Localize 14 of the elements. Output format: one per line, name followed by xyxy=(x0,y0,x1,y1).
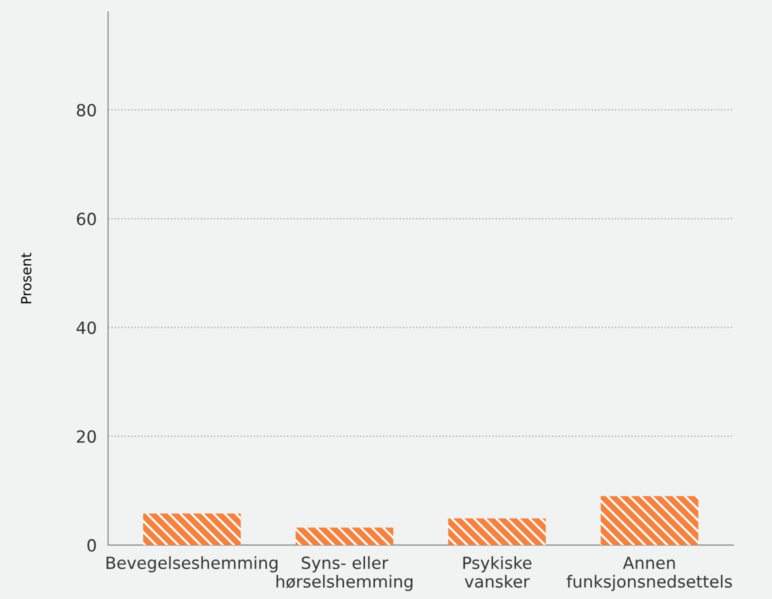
bar xyxy=(143,514,241,546)
bar xyxy=(296,528,394,546)
bar xyxy=(600,496,698,546)
bar xyxy=(448,518,546,546)
y-tick-label: 20 xyxy=(76,430,96,443)
x-tick-label: Bevegelseshemming xyxy=(106,556,278,572)
x-tick-label: Annen funksjonsnedsettels xyxy=(566,556,732,591)
y-axis-title: Prosent xyxy=(21,252,32,304)
x-tick-label: Syns- eller hørselshemming xyxy=(276,556,412,591)
y-tick-label: 80 xyxy=(76,104,96,116)
y-tick-label: 40 xyxy=(76,321,96,334)
y-tick-label: 0 xyxy=(87,539,96,552)
x-tick-label: Psykiske vansker xyxy=(463,556,532,588)
y-tick-label: 60 xyxy=(76,212,96,226)
